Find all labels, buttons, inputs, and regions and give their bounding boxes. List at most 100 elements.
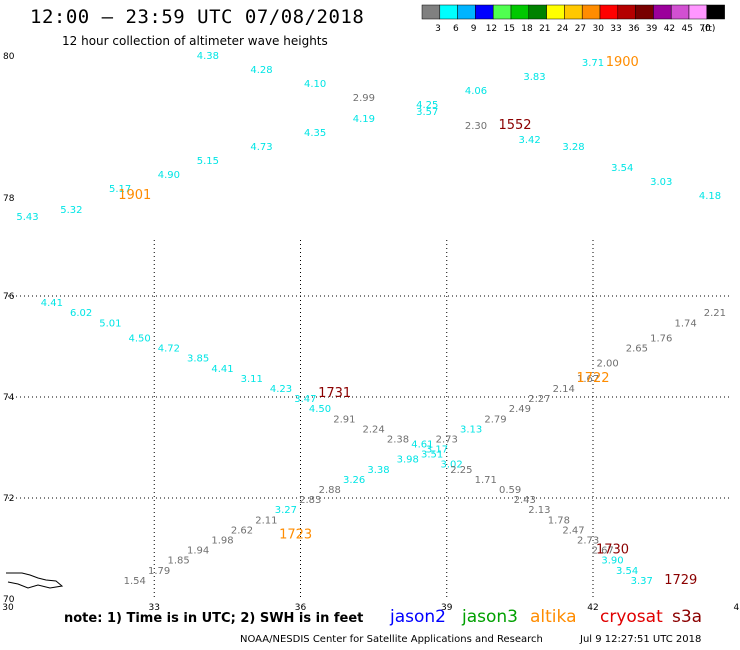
wave-height-value: 2.30 (465, 121, 487, 132)
wave-height-value: 3.28 (562, 142, 584, 153)
wave-height-value: 4.23 (270, 384, 292, 395)
wave-height-value: 4.10 (304, 79, 326, 90)
color-scale-legend: 3 6 9 12 15 18 21 24 27 30 33 36 39 42 45 70(ft) (421, 4, 725, 34)
wave-height-value: 3.13 (460, 424, 482, 435)
lat-label: 74 (3, 393, 15, 403)
wave-height-value: 4.61 (411, 440, 433, 451)
lat-label: 70 (3, 595, 15, 605)
lon-label: 33 (149, 603, 160, 613)
wave-height-value: 5.15 (197, 156, 219, 167)
lon-label: 39 (441, 603, 453, 613)
pass-time-label: 1900 (606, 55, 639, 70)
wave-height-value: 1.54 (124, 576, 146, 587)
wave-height-value: 2.00 (596, 359, 618, 370)
legend-label: (ft) (702, 24, 716, 34)
legend-swatch (706, 4, 725, 20)
wave-height-value: 2.47 (562, 525, 584, 536)
wave-height-value: 3.42 (518, 135, 540, 146)
pass-time-label: 1901 (118, 188, 151, 203)
wave-height-value: 2.73 (436, 434, 458, 445)
wave-height-value: 1.67 (577, 374, 599, 385)
wave-height-value: 3.38 (367, 465, 389, 476)
legend-label: 9 (471, 24, 477, 34)
wave-height-value: 1.71 (475, 475, 497, 486)
wave-height-value: 3.11 (241, 374, 263, 385)
wave-height-value: 1.85 (167, 556, 189, 567)
wave-height-value: 1.79 (148, 566, 170, 577)
lat-label: 72 (3, 494, 14, 504)
wave-height-value: 1.94 (187, 546, 209, 557)
lon-label: 30 (2, 603, 14, 613)
wave-height-value: 5.43 (16, 212, 38, 223)
legend-label: 36 (628, 24, 640, 34)
wave-height-value: 2.38 (387, 434, 409, 445)
wave-height-value: 3.26 (343, 475, 365, 486)
lon-label: 45 (734, 603, 740, 613)
legend-label: 24 (557, 24, 569, 34)
satellite-cryosat: cryosat (600, 607, 663, 627)
satellite-jason2: jason2 (390, 607, 446, 627)
coastline (6, 572, 64, 589)
wave-height-value: 2.27 (528, 394, 550, 405)
wave-height-value: 2.24 (362, 424, 384, 435)
credit-text: NOAA/NESDIS Center for Satellite Applica… (240, 634, 543, 645)
wave-height-value: 4.28 (250, 65, 272, 76)
wave-height-value: 4.06 (465, 86, 487, 97)
wave-height-value: 2.11 (255, 515, 277, 526)
wave-height-value: 4.41 (211, 364, 233, 375)
legend-label: 27 (575, 24, 586, 34)
wave-height-value: 4.90 (158, 170, 180, 181)
wave-height-value: 2.25 (450, 465, 472, 476)
wave-height-value: 3.03 (650, 177, 672, 188)
pass-time-label: 1731 (318, 386, 351, 401)
wave-height-value: 3.54 (611, 163, 633, 174)
wave-height-value: 4.50 (309, 404, 331, 415)
wave-height-value: 3.51 (421, 450, 443, 461)
wave-height-value: 2.91 (333, 414, 355, 425)
wave-height-value: 4.18 (699, 191, 721, 202)
note-text: note: 1) Time is in UTC; 2) SWH is in fe… (64, 611, 364, 626)
wave-height-value: 0.59 (499, 485, 521, 496)
generation-timestamp: Jul 9 12:27:51 UTC 2018 (580, 634, 702, 645)
wave-height-value: 5.32 (60, 205, 82, 216)
lat-label: 80 (3, 52, 15, 62)
wave-height-value: 5.17 (109, 184, 131, 195)
wave-height-value: 3.71 (582, 58, 604, 69)
legend-label: 70 (699, 24, 711, 34)
lat-label: 78 (3, 194, 15, 204)
satellite-altika: altika (530, 607, 577, 627)
wave-height-value: 5.01 (99, 318, 121, 329)
legend-label: 42 (664, 24, 675, 34)
wave-height-value: 1.74 (674, 318, 696, 329)
pass-time-label: 1729 (664, 573, 697, 588)
wave-height-value: 2.49 (509, 404, 531, 415)
legend-label: 18 (521, 24, 533, 34)
wave-height-value: 3.98 (397, 455, 419, 466)
wave-height-value: 2.14 (553, 384, 575, 395)
wave-height-value: 4.41 (41, 298, 63, 309)
wave-height-value: 4.38 (197, 51, 219, 62)
wave-height-value: 3.02 (440, 460, 462, 471)
wave-height-value: 1.78 (548, 515, 570, 526)
wave-height-value: 6.02 (70, 308, 92, 319)
lon-label: 42 (587, 603, 598, 613)
legend-label: 30 (592, 24, 604, 34)
wave-height-value: 1.98 (211, 535, 233, 546)
satellite-jason3: jason3 (462, 607, 518, 627)
wave-height-value: 3.90 (601, 556, 623, 567)
map-subtitle: 12 hour collection of altimeter wave hei… (62, 34, 328, 48)
wave-height-value: 3.54 (616, 566, 638, 577)
pass-time-label: 1723 (279, 527, 312, 542)
pass-time-label: 1722 (576, 371, 609, 386)
wave-height-value: 2.83 (299, 495, 321, 506)
wave-height-value: 4.25 (416, 100, 438, 111)
wave-height-value: 2.21 (704, 308, 726, 319)
legend-label: 45 (681, 24, 692, 34)
satellite-s3a: s3a (672, 607, 703, 627)
legend-label: 12 (486, 24, 497, 34)
wave-height-value: 4.50 (128, 333, 150, 344)
wave-height-value: 2.99 (353, 93, 375, 104)
wave-height-value: 4.35 (304, 128, 326, 139)
wave-height-value: 1.76 (650, 333, 672, 344)
